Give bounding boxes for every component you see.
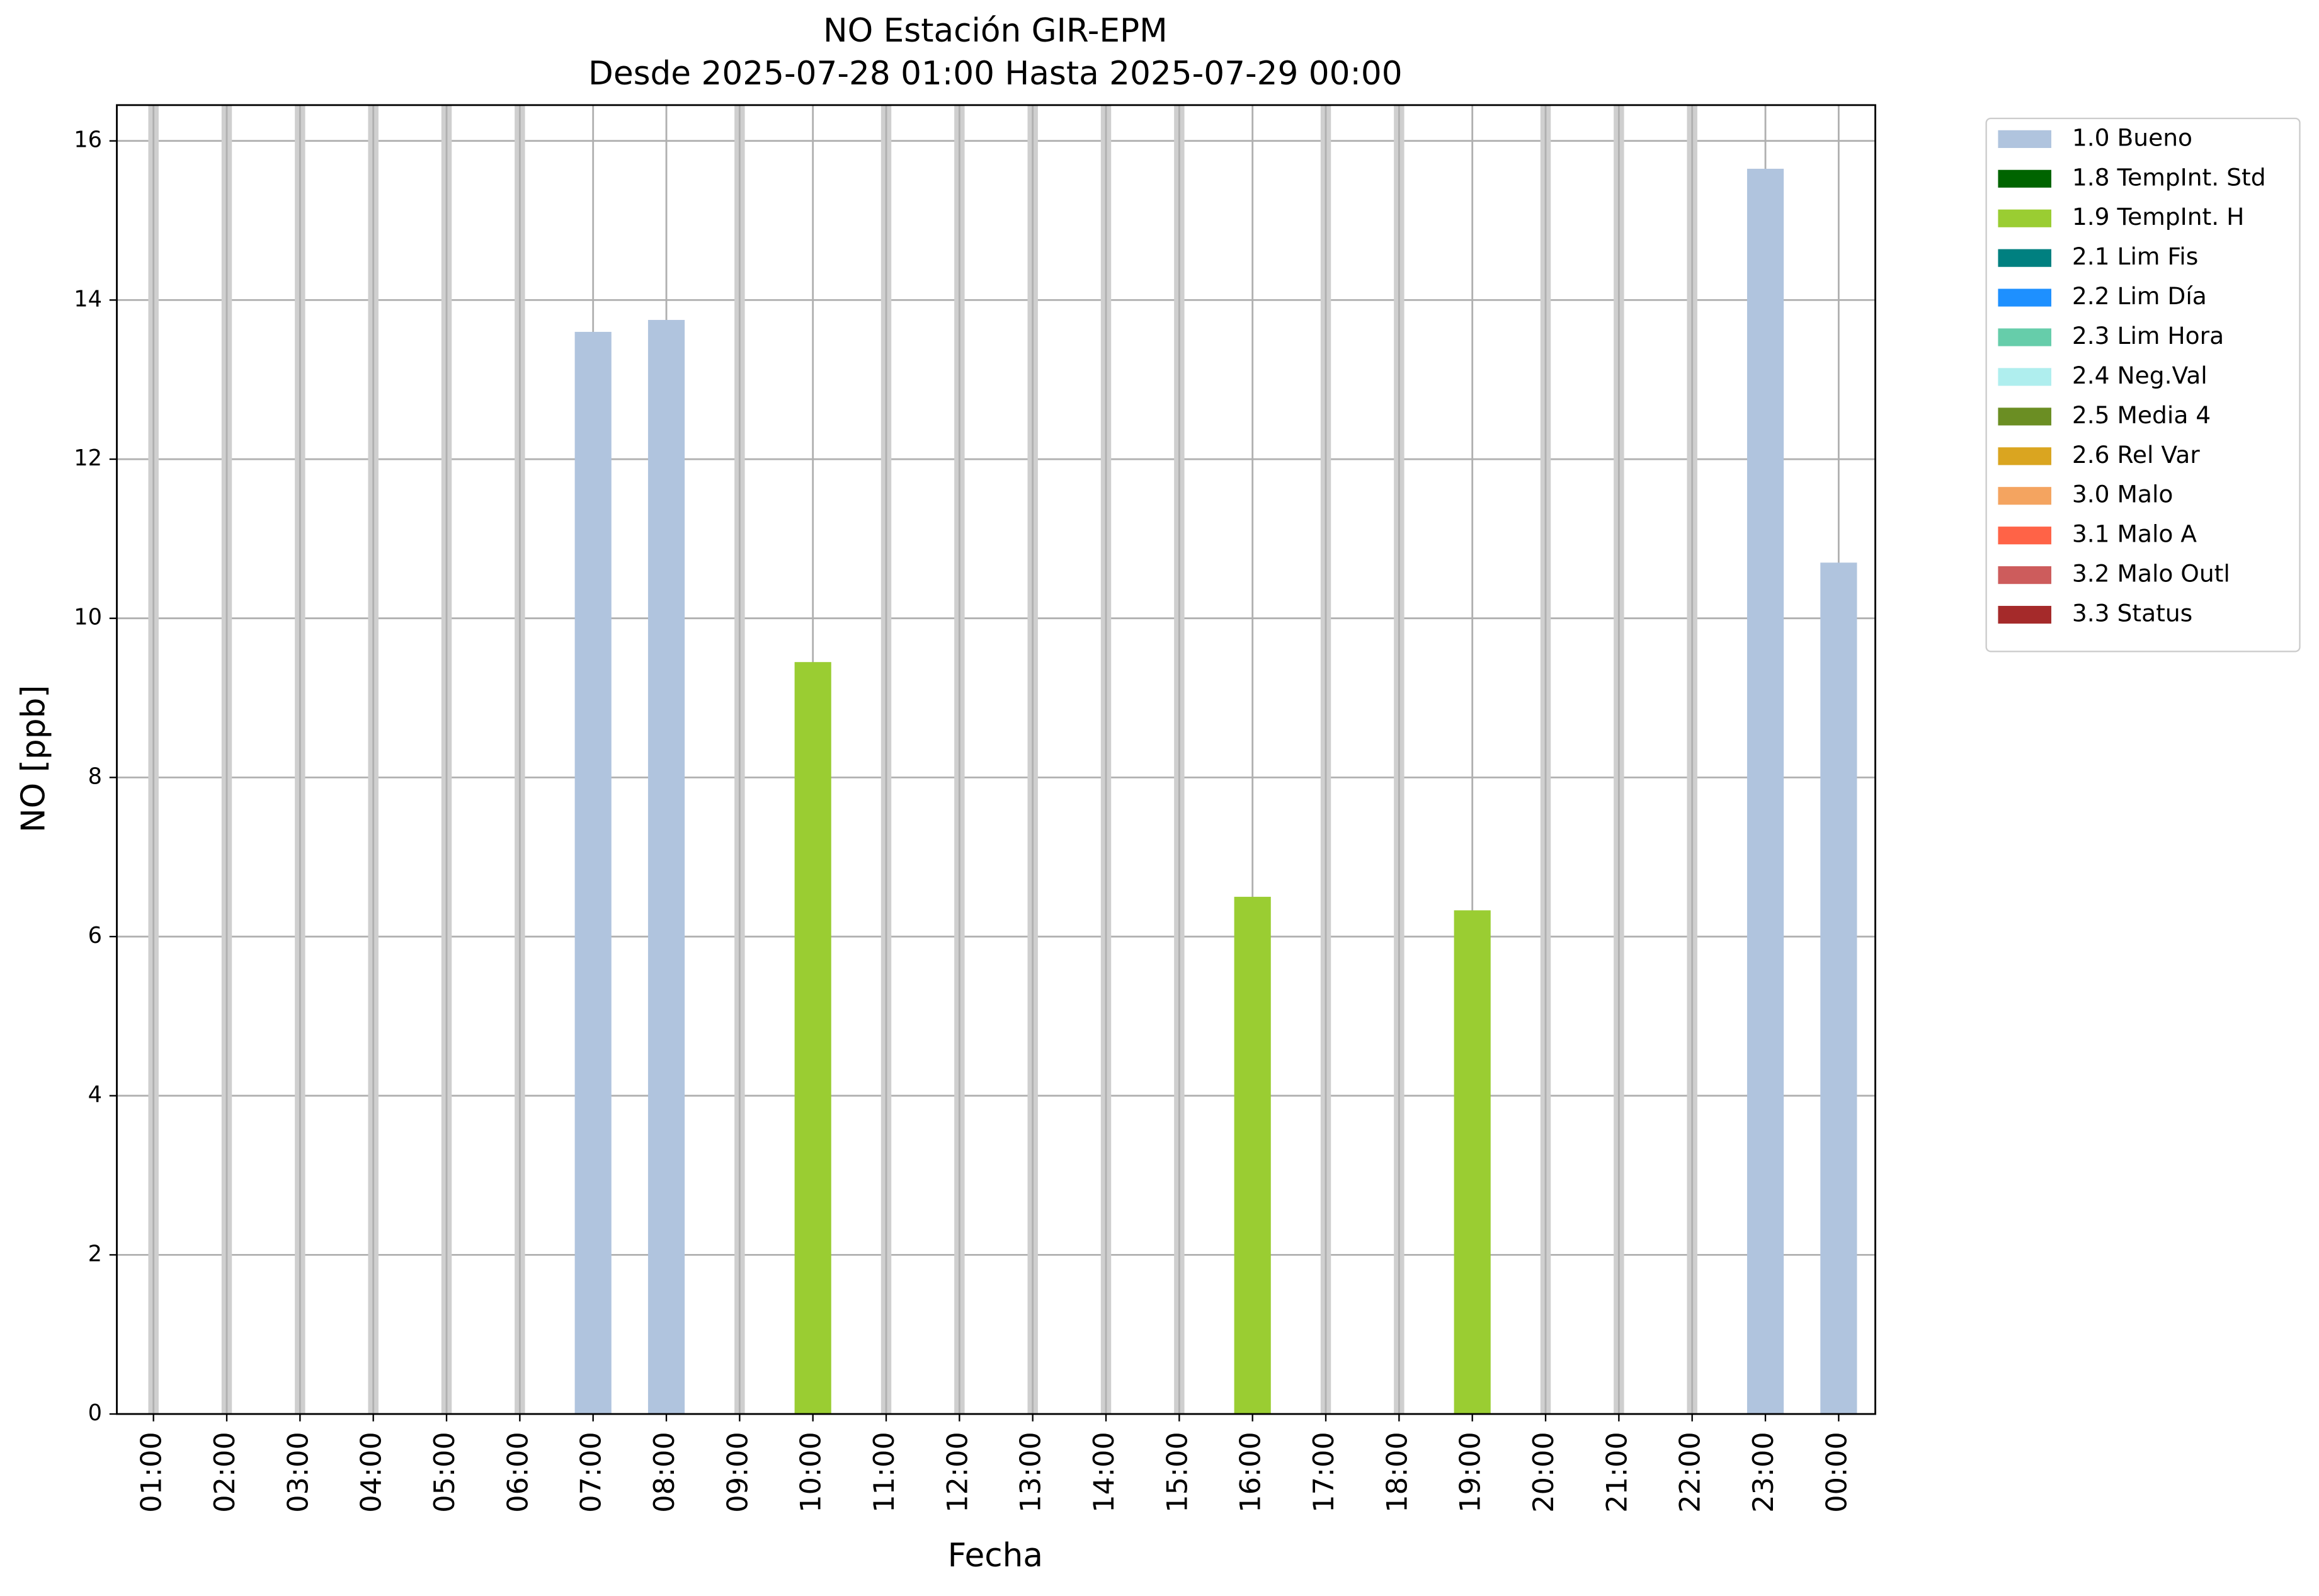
y-tick-label: 6 [88,923,102,949]
x-tick-label: 11:00 [868,1432,901,1513]
x-tick-label: 13:00 [1015,1432,1047,1513]
legend-swatch [1998,288,2051,307]
legend-swatch [1998,566,2051,584]
y-tick-label: 10 [74,605,102,630]
x-axis-label: Fecha [948,1537,1043,1575]
x-tick-label: 22:00 [1674,1432,1707,1513]
y-tick-label: 14 [74,286,102,312]
x-tick-label: 05:00 [428,1432,461,1513]
bar [1746,168,1784,1415]
chart-title: NO Estación GIR-EPM [823,12,1168,50]
x-tick-label: 16:00 [1234,1432,1267,1513]
x-tick-label: 07:00 [575,1432,608,1513]
legend-swatch [1998,249,2051,267]
chart-subtitle: Desde 2025-07-28 01:00 Hasta 2025-07-29 … [588,55,1403,93]
legend-label: 2.2 Lim Día [2072,282,2207,310]
legend-swatch [1998,130,2051,148]
plot-frame [116,104,1876,1415]
legend-swatch [1998,487,2051,505]
bar [794,662,831,1415]
legend-swatch [1998,408,2051,426]
x-tick-label: 00:00 [1820,1432,1853,1513]
x-tick-label: 19:00 [1454,1432,1487,1513]
legend-swatch [1998,169,2051,188]
legend-label: 3.0 Malo [2072,481,2174,508]
x-tick-label: 12:00 [941,1432,974,1513]
x-tick-label: 04:00 [355,1432,388,1513]
x-tick-label: 15:00 [1161,1432,1194,1513]
legend-label: 2.1 Lim Fis [2072,242,2198,270]
legend: 1.0 Bueno 1.8 TempInt. Std 1.9 TempInt. H 2… [1985,117,2301,653]
bar [647,319,685,1415]
legend-label: 3.1 Malo A [2072,520,2197,548]
legend-swatch [1998,447,2051,465]
legend-label: 3.2 Malo Outl [2072,560,2230,588]
y-tick-label: 4 [88,1082,102,1108]
legend-label: 1.0 Bueno [2072,123,2192,151]
y-tick-label: 12 [74,445,102,471]
bar [1820,562,1857,1415]
bars [574,168,1857,1415]
legend-label: 3.3 Status [2072,600,2192,627]
x-tick-label: 20:00 [1527,1432,1560,1513]
y-tick-label: 16 [74,127,102,153]
x-tick-label: 23:00 [1747,1432,1780,1513]
bar [1234,896,1271,1415]
x-tick-label: 03:00 [282,1432,314,1513]
x-tick-label: 18:00 [1381,1432,1413,1513]
legend-label: 2.4 Neg.Val [2072,362,2208,389]
axes: 0 2 4 6 8 10 12 14 16 01:00 02:00 03:00 04:00 05:00 06… [74,104,1876,1513]
x-tick-label: 08:00 [648,1432,681,1513]
y-tick-label: 0 [88,1400,102,1426]
y-tick-label: 8 [88,763,102,789]
bar [1454,910,1491,1415]
legend-box [1985,117,2301,653]
legend-label: 1.8 TempInt. Std [2072,163,2266,191]
legend-swatch [1998,209,2051,227]
legend-swatch [1998,527,2051,545]
legend-label: 2.6 Rel Var [2072,441,2200,469]
x-tick-label: 06:00 [501,1432,534,1513]
x-tick-label: 17:00 [1308,1432,1340,1513]
legend-label: 2.3 Lim Hora [2072,322,2224,350]
bar [574,331,612,1415]
legend-swatch [1998,328,2051,346]
x-tick-label: 14:00 [1088,1432,1120,1513]
legend-label: 2.5 Media 4 [2072,401,2211,429]
x-tick-label: 09:00 [721,1432,754,1513]
y-axis-label: NO [ppb] [14,685,52,833]
legend-swatch [1998,605,2051,624]
y-tick-label: 2 [88,1241,102,1267]
x-tick-label: 01:00 [135,1432,168,1513]
legend-swatch [1998,368,2051,386]
legend-label: 1.9 TempInt. H [2072,203,2245,231]
x-tick-label: 02:00 [208,1432,241,1513]
x-tick-label: 10:00 [795,1432,828,1513]
x-tick-label: 21:00 [1600,1432,1633,1513]
